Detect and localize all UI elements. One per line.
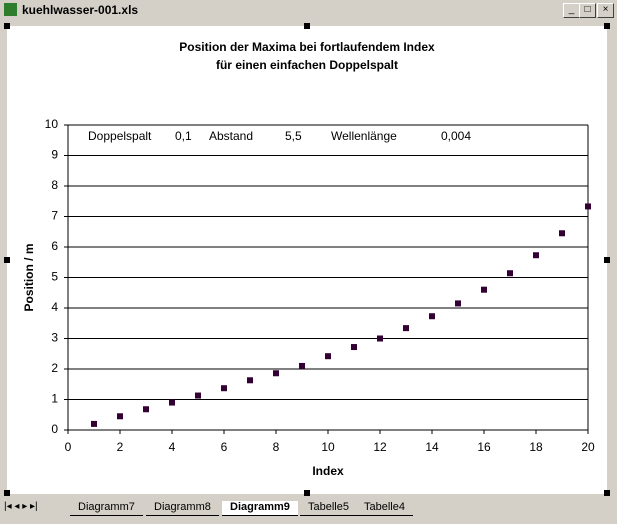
x-tick-label: 14 [425,440,439,454]
annotation: Doppelspalt [88,129,152,143]
y-tick-label: 2 [51,361,58,375]
sheet-tab[interactable]: Tabelle4 [356,501,413,516]
marker [169,399,175,406]
selection-handles [4,23,610,496]
y-tick-label: 10 [45,117,59,131]
x-tick-label: 6 [221,440,228,454]
marker [143,406,149,413]
close-button[interactable]: × [597,3,614,18]
marker [507,270,513,277]
sheet-tab[interactable]: Diagramm8 [146,501,219,516]
x-tick-label: 4 [169,440,176,454]
window-title: kuehlwasser-001.xls [22,3,139,17]
marker [481,286,487,293]
sheet-tab[interactable]: Diagramm9 [222,501,298,516]
y-tick-label: 3 [51,331,58,345]
maximize-button[interactable]: □ [579,3,596,18]
marker [247,377,253,384]
chart: Position der Maxima bei fortlaufendem In… [4,23,610,496]
x-tick-label: 16 [477,440,491,454]
annotation: 0,1 [175,129,192,143]
x-tick-label: 12 [373,440,387,454]
y-axis-label: Position / m [22,243,36,311]
marker [325,353,331,360]
x-axis-label: Index [312,464,344,478]
y-tick-label: 0 [51,422,58,436]
marker [559,230,565,237]
app-icon [4,3,17,16]
annotation: Wellenlänge [331,129,397,143]
chart-title: für einen einfachen Doppelspalt [216,58,398,72]
y-tick-label: 5 [51,270,58,284]
marker [585,203,591,210]
tab-nav[interactable]: |◂ ◂ ▸ ▸| [4,501,38,512]
marker [403,325,409,332]
marker [299,362,305,369]
annotation: 5,5 [285,129,302,143]
chart-area [7,26,607,494]
x-tick-label: 8 [273,440,280,454]
marker [377,335,383,342]
marker [273,370,279,377]
marker [429,313,435,320]
y-tick-label: 6 [51,239,58,253]
marker [91,420,97,427]
sheet-tabs: |◂ ◂ ▸ ▸| Diagramm7 Diagramm8 Diagramm9 Tab… [0,499,617,519]
y-tick-label: 4 [51,300,58,314]
y-tick-label: 9 [51,148,58,162]
sheet-tab[interactable]: Tabelle5 [300,501,357,516]
chart-title: Position der Maxima bei fortlaufendem In… [179,40,435,54]
x-tick-label: 18 [529,440,543,454]
marker [533,252,539,259]
title-bar: kuehlwasser-001.xls _ □ × [0,0,617,20]
annotation: Abstand [209,129,253,143]
marker [195,392,201,399]
x-tick-label: 2 [117,440,124,454]
marker [455,300,461,307]
x-tick-label: 20 [581,440,595,454]
y-tick-label: 8 [51,178,58,192]
marker [351,344,357,351]
y-tick-label: 1 [51,392,58,406]
x-tick-label: 0 [65,440,72,454]
y-tick-label: 7 [51,209,58,223]
sheet-tab[interactable]: Diagramm7 [70,501,143,516]
marker [117,413,123,420]
marker [221,385,227,392]
minimize-button[interactable]: _ [563,3,580,18]
annotation: 0,004 [441,129,471,143]
x-tick-label: 10 [321,440,335,454]
